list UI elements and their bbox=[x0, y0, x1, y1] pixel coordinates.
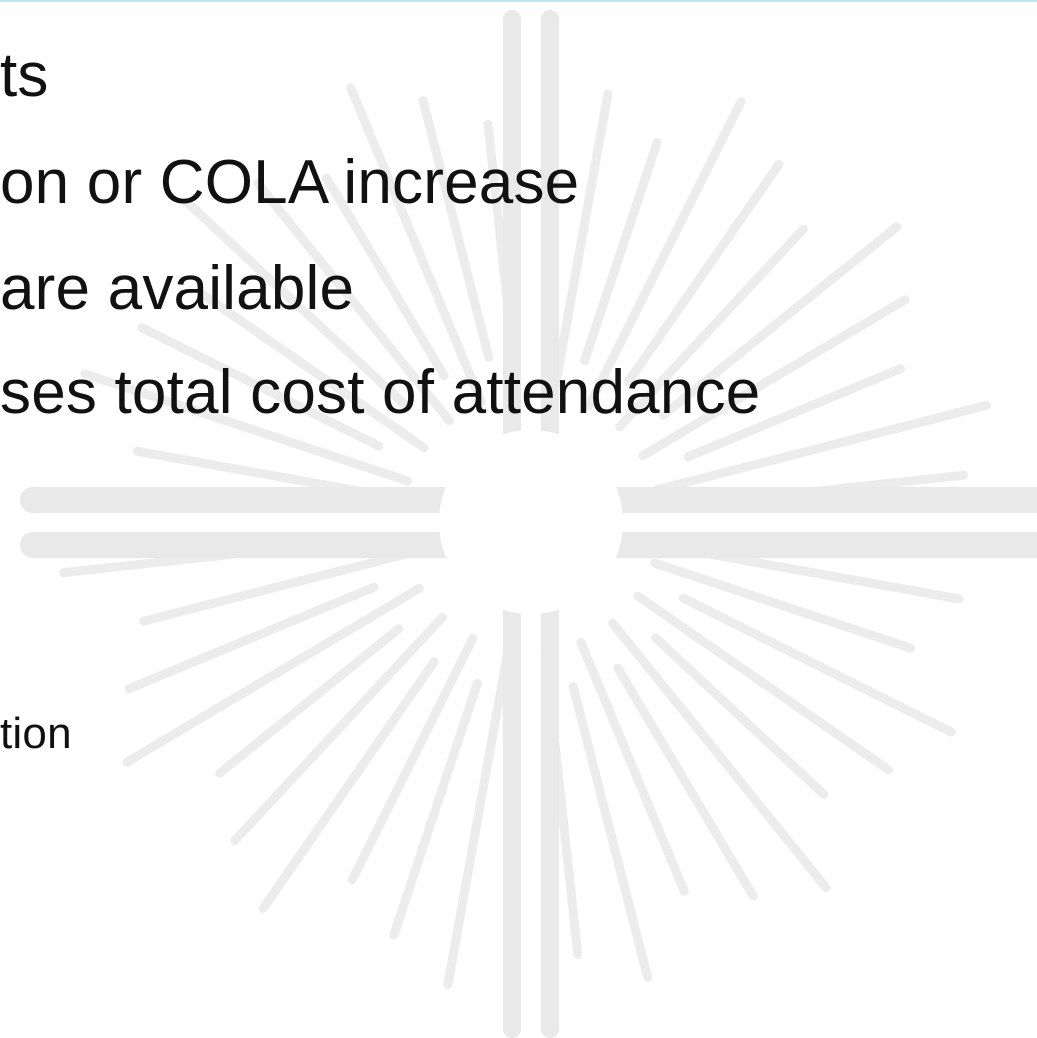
bullet-line-2: on or COLA increase bbox=[0, 148, 580, 217]
sunburst-ray bbox=[615, 224, 808, 432]
sunburst-ray bbox=[613, 663, 758, 901]
sunburst-ray bbox=[678, 593, 956, 737]
sunburst-ray bbox=[623, 160, 784, 387]
sunburst-ray bbox=[638, 295, 910, 461]
footer-fragment: tion bbox=[0, 709, 72, 758]
sunburst-ray bbox=[693, 547, 964, 604]
sunburst-ray bbox=[633, 591, 893, 775]
sunburst-ray bbox=[389, 678, 482, 940]
sunburst-ray bbox=[649, 558, 916, 653]
sunburst-ray bbox=[683, 364, 905, 462]
sunburst-ray bbox=[346, 83, 486, 407]
sunburst-ray bbox=[182, 197, 411, 411]
sunburst-ray bbox=[230, 612, 447, 846]
sunburst-ray bbox=[80, 369, 413, 486]
sunburst-ray bbox=[132, 446, 369, 497]
top-rule bbox=[0, 0, 1037, 2]
sunburst-ray bbox=[347, 633, 478, 885]
sunburst-ray bbox=[215, 624, 404, 778]
sunburst-ray bbox=[658, 222, 902, 420]
sunburst-ray bbox=[322, 173, 449, 381]
sunburst-ray bbox=[137, 323, 384, 451]
bullet-line-4: ses total cost of attendance bbox=[0, 358, 761, 427]
sunburst-ray bbox=[258, 657, 439, 913]
sunburst-ray bbox=[608, 618, 831, 893]
sunburst-ray bbox=[139, 549, 410, 626]
sunburst-ray bbox=[443, 645, 513, 990]
sunburst-ray bbox=[584, 97, 746, 411]
sunburst-ray bbox=[122, 583, 424, 767]
sunburst-ray bbox=[124, 582, 379, 694]
sunburst-ray bbox=[651, 633, 829, 799]
bullet-line-3: are available bbox=[0, 254, 355, 323]
sunburst-ray bbox=[652, 400, 991, 495]
sunburst-ray bbox=[576, 637, 689, 896]
sunburst-ray bbox=[580, 137, 662, 366]
bullet-line-1: ts bbox=[0, 41, 49, 110]
sunburst-ray bbox=[197, 289, 429, 453]
sunburst-ray bbox=[253, 179, 454, 426]
sunburst-ray bbox=[549, 89, 613, 399]
sunburst-ray bbox=[568, 682, 653, 982]
sunburst-ray bbox=[418, 96, 494, 362]
